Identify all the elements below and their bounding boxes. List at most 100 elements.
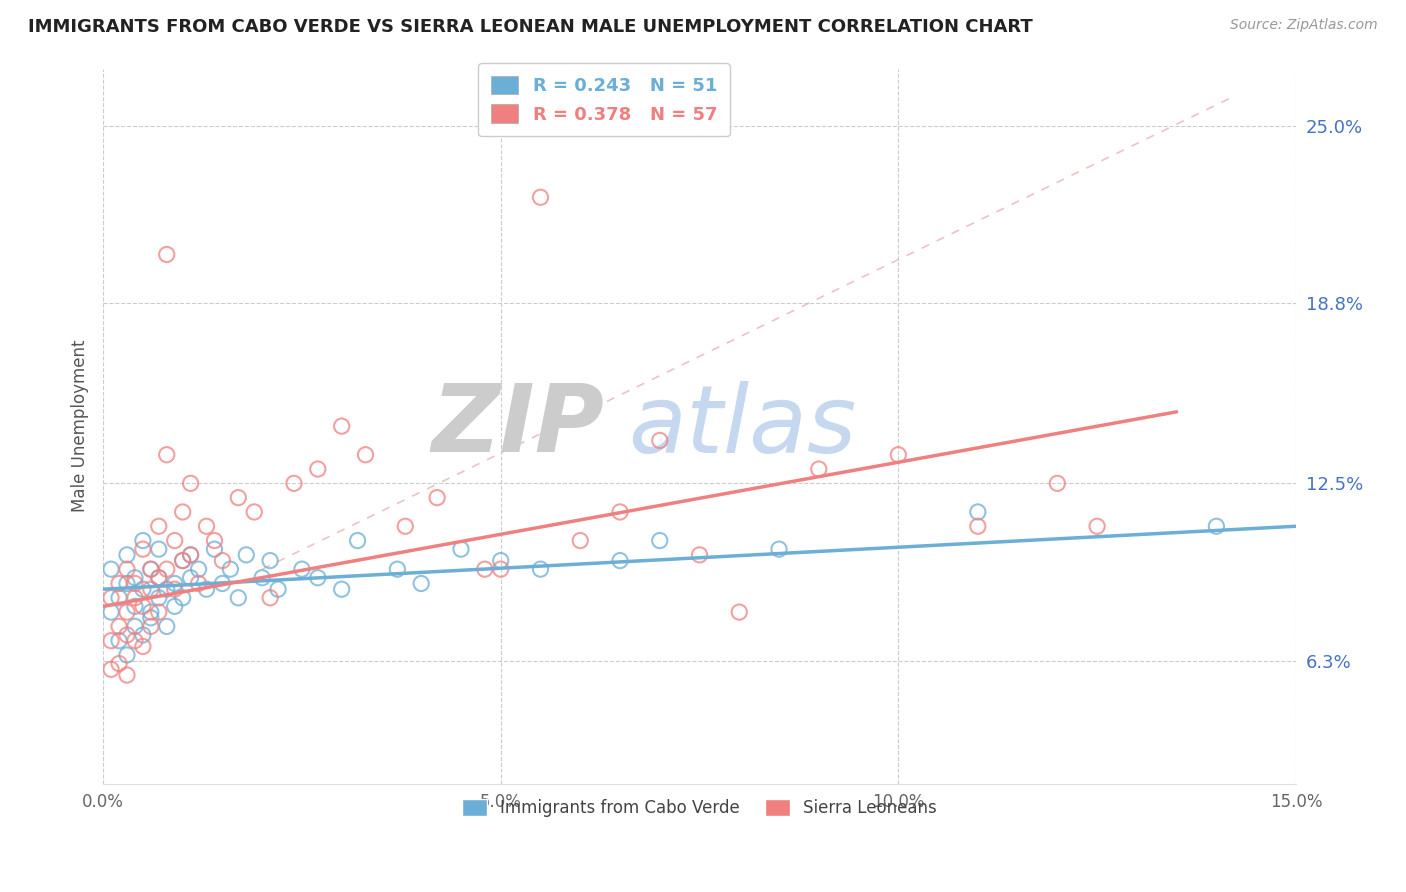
Point: [180, 548, 202, 562]
Point: [115, 668, 138, 682]
Point: [132, 582, 155, 597]
Point: [330, 419, 353, 434]
Point: [330, 582, 353, 597]
Point: [156, 247, 179, 261]
Text: atlas: atlas: [628, 381, 856, 472]
Point: [172, 591, 194, 605]
Point: [100, 662, 122, 676]
Point: [108, 619, 131, 633]
Point: [307, 462, 329, 476]
Point: [609, 505, 631, 519]
Point: [148, 571, 170, 585]
Point: [226, 491, 249, 505]
Point: [124, 619, 146, 633]
Point: [108, 576, 131, 591]
Point: [267, 582, 290, 597]
Point: [132, 542, 155, 557]
Point: [139, 611, 162, 625]
Point: [115, 548, 138, 562]
Point: [529, 190, 551, 204]
Point: [132, 640, 155, 654]
Point: [211, 576, 233, 591]
Point: [139, 619, 162, 633]
Point: [689, 548, 711, 562]
Point: [100, 562, 122, 576]
Point: [124, 576, 146, 591]
Point: [156, 448, 179, 462]
Point: [180, 476, 202, 491]
Point: [124, 633, 146, 648]
Point: [115, 605, 138, 619]
Point: [139, 605, 162, 619]
Point: [187, 576, 209, 591]
Point: [148, 519, 170, 533]
Point: [139, 562, 162, 576]
Point: [100, 633, 122, 648]
Point: [115, 628, 138, 642]
Text: IMMIGRANTS FROM CABO VERDE VS SIERRA LEONEAN MALE UNEMPLOYMENT CORRELATION CHART: IMMIGRANTS FROM CABO VERDE VS SIERRA LEO…: [28, 18, 1033, 36]
Point: [115, 562, 138, 576]
Point: [648, 434, 671, 448]
Point: [489, 553, 512, 567]
Point: [807, 462, 830, 476]
Point: [180, 571, 202, 585]
Point: [887, 448, 910, 462]
Point: [966, 519, 988, 533]
Point: [648, 533, 671, 548]
Point: [115, 648, 138, 662]
Point: [250, 571, 273, 585]
Point: [259, 553, 281, 567]
Point: [172, 553, 194, 567]
Point: [124, 599, 146, 614]
Point: [354, 448, 377, 462]
Point: [163, 582, 186, 597]
Point: [387, 562, 409, 576]
Point: [172, 505, 194, 519]
Point: [132, 599, 155, 614]
Point: [426, 491, 449, 505]
Point: [187, 562, 209, 576]
Point: [195, 582, 218, 597]
Point: [259, 591, 281, 605]
Point: [195, 519, 218, 533]
Point: [411, 576, 433, 591]
Point: [235, 548, 257, 562]
Point: [115, 576, 138, 591]
Point: [569, 533, 592, 548]
Text: ZIP: ZIP: [432, 380, 605, 472]
Point: [243, 505, 266, 519]
Text: Source: ZipAtlas.com: Source: ZipAtlas.com: [1230, 18, 1378, 32]
Point: [966, 505, 988, 519]
Point: [139, 562, 162, 576]
Point: [100, 605, 122, 619]
Point: [139, 582, 162, 597]
Point: [148, 605, 170, 619]
Point: [124, 571, 146, 585]
Point: [132, 533, 155, 548]
Point: [768, 542, 790, 557]
Point: [1046, 476, 1069, 491]
Y-axis label: Male Unemployment: Male Unemployment: [72, 340, 89, 512]
Point: [204, 533, 226, 548]
Point: [148, 542, 170, 557]
Legend: Immigrants from Cabo Verde, Sierra Leoneans: Immigrants from Cabo Verde, Sierra Leone…: [454, 790, 945, 825]
Point: [489, 562, 512, 576]
Point: [172, 553, 194, 567]
Point: [728, 605, 751, 619]
Point: [108, 657, 131, 671]
Point: [108, 591, 131, 605]
Point: [226, 591, 249, 605]
Point: [609, 553, 631, 567]
Point: [163, 599, 186, 614]
Point: [529, 562, 551, 576]
Point: [211, 553, 233, 567]
Point: [156, 582, 179, 597]
Point: [148, 571, 170, 585]
Point: [1085, 519, 1108, 533]
Point: [148, 591, 170, 605]
Point: [283, 476, 305, 491]
Point: [108, 633, 131, 648]
Point: [100, 591, 122, 605]
Point: [394, 519, 416, 533]
Point: [180, 548, 202, 562]
